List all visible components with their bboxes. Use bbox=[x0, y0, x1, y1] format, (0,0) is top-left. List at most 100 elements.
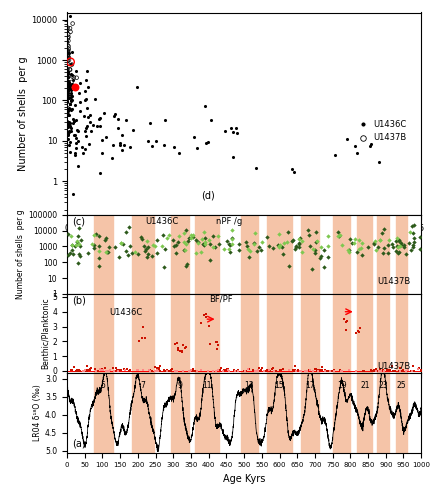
Point bbox=[206, 236, 213, 244]
Point bbox=[221, 126, 228, 134]
Point bbox=[369, 366, 376, 374]
Point bbox=[67, 104, 74, 112]
Point bbox=[64, 134, 71, 142]
Point bbox=[144, 238, 151, 246]
Point bbox=[122, 228, 129, 236]
Point bbox=[183, 260, 190, 268]
Bar bbox=[133, 214, 154, 294]
Point bbox=[360, 367, 367, 375]
Point bbox=[359, 251, 365, 259]
Point bbox=[226, 240, 232, 248]
Point bbox=[406, 228, 413, 236]
Point bbox=[156, 362, 163, 370]
Point bbox=[118, 366, 124, 374]
Point bbox=[69, 48, 76, 56]
Text: (a): (a) bbox=[72, 438, 86, 448]
Point bbox=[84, 362, 91, 370]
Bar bbox=[357, 214, 372, 294]
Point bbox=[400, 241, 407, 249]
Point bbox=[126, 223, 133, 231]
Point bbox=[91, 244, 98, 252]
Point bbox=[257, 366, 264, 374]
Point bbox=[65, 53, 72, 61]
Point bbox=[139, 323, 146, 331]
Point bbox=[84, 113, 91, 121]
Point bbox=[65, 54, 72, 62]
Text: 21: 21 bbox=[360, 381, 370, 390]
Point bbox=[325, 253, 332, 261]
Point bbox=[185, 367, 192, 375]
Point bbox=[96, 366, 103, 374]
Point bbox=[297, 366, 304, 374]
Point bbox=[251, 367, 258, 375]
Point bbox=[353, 248, 360, 256]
Point bbox=[162, 116, 168, 124]
Point bbox=[245, 365, 252, 373]
Point bbox=[71, 150, 78, 158]
Point bbox=[76, 250, 83, 258]
Point bbox=[334, 232, 341, 240]
Point bbox=[68, 78, 75, 86]
Point bbox=[126, 242, 133, 250]
Point bbox=[321, 367, 328, 375]
Point bbox=[65, 118, 72, 126]
Point bbox=[397, 242, 403, 250]
Bar bbox=[93, 294, 113, 373]
Point bbox=[65, 33, 72, 41]
Point bbox=[81, 144, 88, 152]
Point bbox=[221, 246, 228, 254]
Text: 7: 7 bbox=[141, 381, 146, 390]
Point bbox=[353, 329, 360, 337]
Point bbox=[65, 89, 72, 97]
Point bbox=[64, 76, 71, 84]
Bar bbox=[267, 214, 292, 294]
Point bbox=[74, 237, 81, 245]
Point bbox=[128, 249, 135, 257]
Point bbox=[273, 367, 280, 375]
Point bbox=[89, 240, 96, 248]
Point bbox=[295, 234, 302, 242]
Point bbox=[82, 366, 89, 374]
Point bbox=[234, 366, 241, 374]
Bar bbox=[377, 214, 389, 294]
Point bbox=[227, 248, 234, 256]
Point bbox=[327, 366, 334, 374]
Point bbox=[171, 340, 178, 348]
Point bbox=[203, 139, 210, 147]
Point bbox=[175, 149, 182, 157]
Text: (c): (c) bbox=[72, 216, 85, 226]
Point bbox=[381, 366, 388, 374]
Point bbox=[68, 97, 75, 105]
Point bbox=[119, 240, 126, 248]
Point bbox=[276, 366, 283, 374]
Point bbox=[85, 249, 92, 257]
Point bbox=[253, 164, 260, 172]
Point bbox=[254, 366, 261, 374]
Point bbox=[169, 236, 176, 244]
Point bbox=[67, 250, 74, 258]
Point bbox=[64, 76, 71, 84]
Point bbox=[397, 241, 404, 249]
Point bbox=[220, 367, 227, 375]
Point bbox=[64, 120, 71, 128]
Point bbox=[178, 347, 185, 355]
Point bbox=[346, 246, 353, 254]
Point bbox=[71, 363, 78, 371]
Point bbox=[266, 366, 273, 374]
Bar bbox=[377, 294, 389, 373]
Bar bbox=[93, 373, 113, 452]
Point bbox=[126, 366, 133, 374]
Point bbox=[330, 366, 337, 374]
Point bbox=[73, 74, 80, 82]
Point bbox=[73, 366, 80, 374]
Point bbox=[270, 244, 276, 252]
Point bbox=[71, 131, 78, 139]
Point bbox=[372, 367, 379, 375]
Point bbox=[393, 242, 400, 250]
Point bbox=[274, 241, 281, 249]
Point bbox=[269, 364, 276, 372]
Point bbox=[104, 248, 111, 256]
Point bbox=[344, 246, 351, 254]
Point bbox=[377, 236, 384, 244]
Point bbox=[76, 366, 83, 374]
